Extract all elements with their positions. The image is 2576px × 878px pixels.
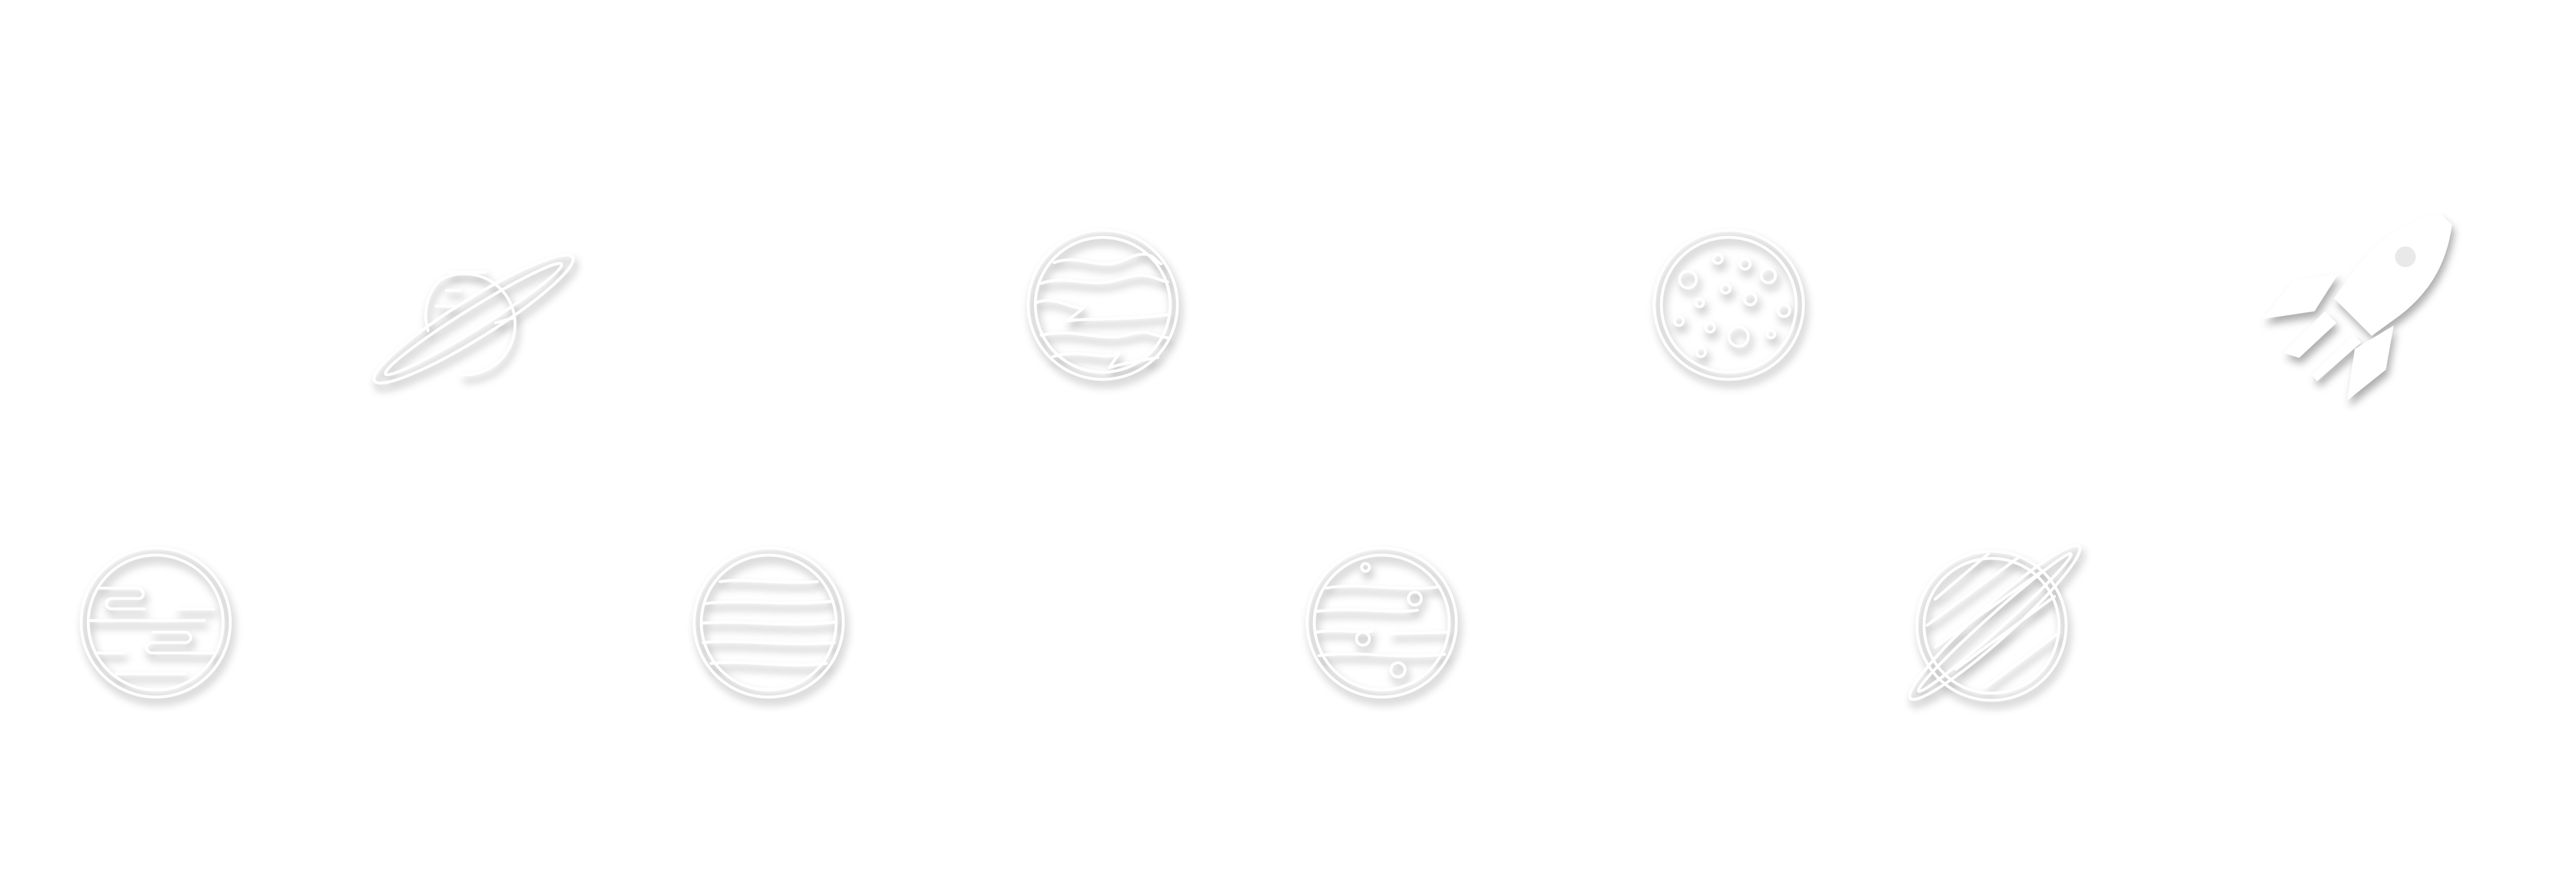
cloudy-planet-icon [75,541,237,704]
striped-planet-icon [688,541,850,704]
spotted-planet-icon [1301,541,1463,704]
moon-icon [1648,224,1810,386]
saturn-icon [363,233,584,385]
banded-planet-icon [1022,224,1184,386]
rocket-icon [2257,208,2459,402]
ringed-planet-icon [1904,532,2086,713]
